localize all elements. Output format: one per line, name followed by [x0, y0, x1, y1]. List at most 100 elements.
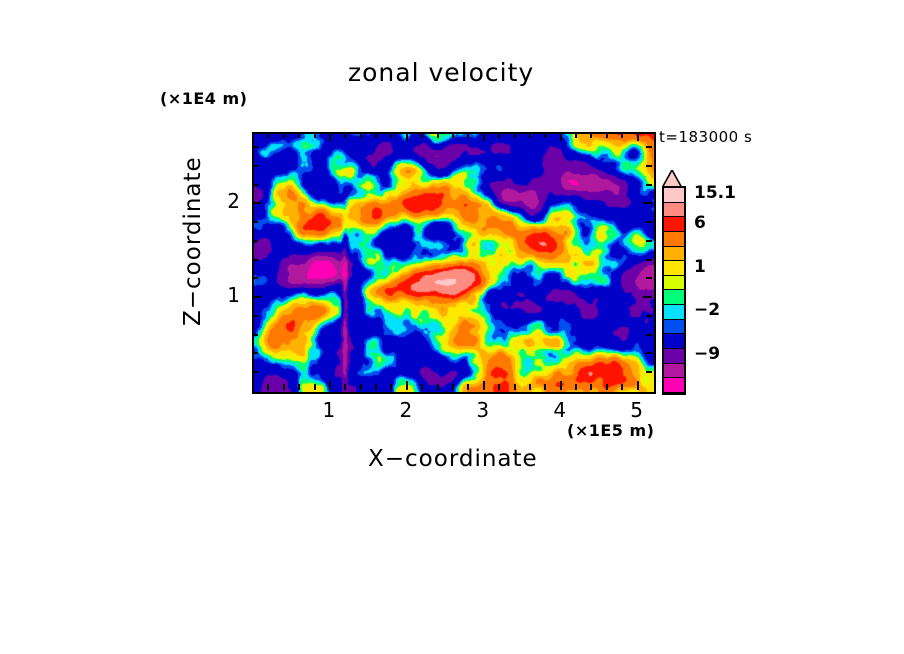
y-tick-left [252, 296, 261, 298]
colorbar-band [664, 231, 684, 247]
y-tick-right [646, 334, 652, 336]
x-axis-unit-label: (×1E5 m) [567, 421, 655, 440]
y-tick-label: 1 [227, 283, 240, 308]
y-tick-left [252, 259, 258, 261]
x-tick-bottom [452, 384, 454, 390]
colorbar-band [664, 349, 684, 364]
x-tick-bottom [375, 384, 377, 390]
x-tick-top [575, 132, 577, 138]
x-tick-label: 4 [553, 398, 567, 422]
colorbar-tick-label: 1 [694, 256, 706, 277]
colorbar-band [664, 319, 684, 335]
x-tick-top [621, 132, 623, 138]
x-tick-top [637, 132, 639, 141]
x-tick-top [514, 132, 516, 138]
colorbar-band [664, 246, 684, 262]
y-tick-right [646, 371, 652, 373]
colorbar-band [664, 363, 684, 379]
colorbar-tick-label: 15.1 [694, 183, 736, 204]
colorbar-band [664, 202, 684, 218]
x-tick-top [406, 132, 408, 141]
x-tick-top [298, 132, 300, 138]
x-tick-bottom [360, 384, 362, 390]
x-tick-bottom [544, 384, 546, 390]
colorbar-band [664, 188, 684, 203]
y-tick-right [646, 352, 652, 354]
x-tick-bottom [529, 384, 531, 390]
x-tick-top [344, 132, 346, 138]
y-tick-right [646, 277, 652, 279]
y-axis-unit-label: (×1E4 m) [160, 89, 248, 108]
x-tick-label: 1 [322, 398, 336, 422]
x-tick-label: 5 [630, 398, 643, 422]
x-tick-bottom [314, 384, 316, 390]
y-tick-right [643, 202, 652, 204]
colorbar-band [664, 217, 684, 232]
colorbar-band [664, 305, 684, 320]
x-tick-bottom [606, 384, 608, 390]
colorbar-band [664, 261, 684, 276]
colorbar-band [664, 334, 684, 350]
y-tick-left [252, 277, 258, 279]
x-tick-top [375, 132, 377, 138]
x-tick-top [483, 132, 485, 141]
y-tick-left [252, 202, 261, 204]
y-tick-right [646, 165, 652, 167]
y-tick-right [646, 146, 652, 148]
x-tick-bottom [298, 384, 300, 390]
x-tick-bottom [575, 384, 577, 390]
y-tick-left [252, 165, 258, 167]
colorbar-band [664, 378, 684, 393]
x-tick-label: 3 [476, 398, 490, 422]
colorbar-tick-label: −9 [694, 344, 721, 365]
y-tick-left [252, 184, 258, 186]
x-tick-bottom [390, 384, 392, 390]
y-tick-right [646, 184, 652, 186]
x-tick-top [452, 132, 454, 138]
colorbar-extend-arrow [662, 170, 682, 188]
colorbar-band [664, 290, 684, 306]
y-tick-left [252, 371, 258, 373]
y-tick-left [252, 146, 258, 148]
x-tick-bottom [621, 384, 623, 390]
y-tick-right [646, 221, 652, 223]
y-tick-left [252, 240, 258, 242]
colorbar[interactable] [662, 186, 686, 395]
y-axis-title: Z−coordinate [180, 156, 206, 326]
x-tick-bottom [283, 384, 285, 390]
y-tick-left [252, 334, 258, 336]
x-tick-bottom [590, 384, 592, 390]
y-tick-label: 2 [227, 189, 240, 214]
x-tick-top [544, 132, 546, 138]
x-tick-top [390, 132, 392, 138]
y-tick-left [252, 221, 258, 223]
x-tick-bottom [344, 384, 346, 390]
x-tick-bottom [421, 384, 423, 390]
time-annotation: t=183000 s [659, 128, 753, 146]
x-axis-title: X−coordinate [368, 446, 538, 472]
x-tick-top [329, 132, 331, 141]
y-tick-right [643, 296, 652, 298]
x-tick-top [267, 132, 269, 138]
x-tick-bottom [514, 384, 516, 390]
x-tick-bottom [406, 381, 408, 390]
x-tick-bottom [637, 381, 639, 390]
x-tick-bottom [329, 381, 331, 390]
x-tick-bottom [467, 384, 469, 390]
colorbar-band [664, 275, 684, 291]
contour-plot-area [252, 132, 656, 394]
x-tick-bottom [483, 381, 485, 390]
x-tick-bottom [498, 384, 500, 390]
x-tick-top [314, 132, 316, 138]
x-tick-top [421, 132, 423, 138]
y-tick-left [252, 315, 258, 317]
x-tick-top [590, 132, 592, 138]
x-tick-top [467, 132, 469, 138]
x-tick-bottom [267, 384, 269, 390]
y-tick-left [252, 352, 258, 354]
x-tick-top [283, 132, 285, 138]
x-tick-bottom [437, 384, 439, 390]
y-tick-right [646, 315, 652, 317]
x-tick-bottom [560, 381, 562, 390]
x-tick-top [437, 132, 439, 138]
